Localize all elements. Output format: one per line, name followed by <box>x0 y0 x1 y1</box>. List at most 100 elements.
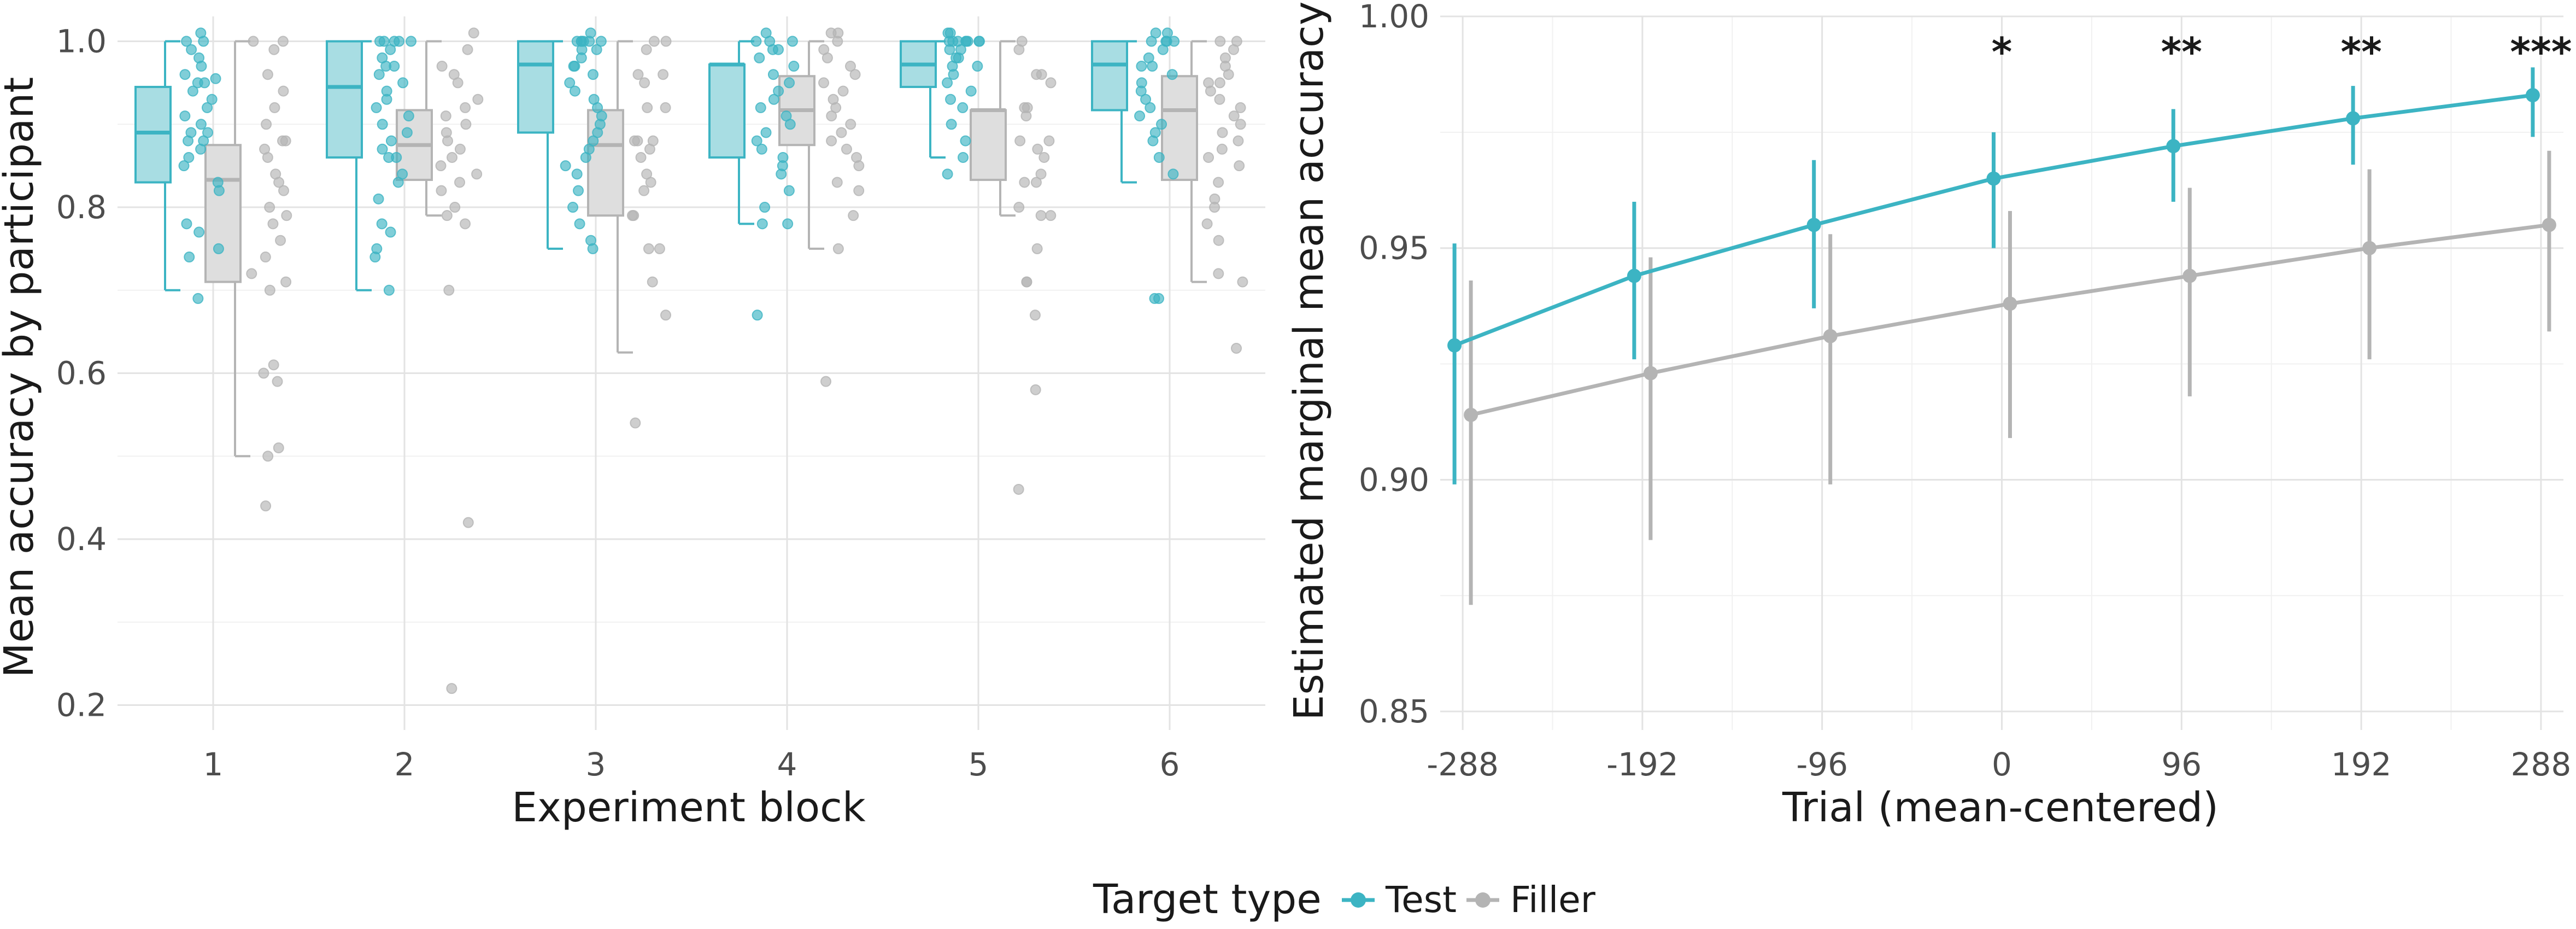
jitter-point-test <box>783 185 795 196</box>
jitter-point-test <box>782 218 794 230</box>
jitter-point-filler <box>1014 135 1026 147</box>
box-test-block-6 <box>1091 40 1137 184</box>
jitter-point-filler <box>1214 94 1225 105</box>
left-x-tick-label: 1 <box>203 746 224 783</box>
jitter-point-test <box>974 36 985 47</box>
box-iqr <box>326 40 363 159</box>
jitter-point-test <box>202 102 213 113</box>
jitter-point-filler <box>1030 384 1041 395</box>
jitter-point-filler <box>462 44 473 55</box>
right-y-tick-label: 0.90 <box>1359 461 1429 498</box>
jitter-point-filler <box>1223 69 1234 80</box>
jitter-point-filler <box>1201 218 1213 230</box>
right-x-tick-label: 0 <box>1992 746 2012 783</box>
jitter-point-test <box>1140 94 1152 105</box>
jitter-point-filler <box>832 36 843 47</box>
jitter-point-test <box>588 69 599 80</box>
jitter-point-filler <box>1020 110 1032 122</box>
jitter-point-filler <box>1217 127 1228 138</box>
jitter-point-filler <box>1013 202 1025 213</box>
jitter-point-test <box>574 218 585 230</box>
left-boxes <box>134 40 1207 458</box>
jitter-point-filler <box>837 85 849 97</box>
box-iqr <box>587 109 624 217</box>
jitter-point-test <box>571 168 583 180</box>
jitter-point-filler <box>264 202 275 213</box>
jitter-point-test <box>193 226 205 238</box>
jitter-point-filler <box>825 27 837 39</box>
jitter-point-test <box>1147 61 1158 72</box>
jitter-point-filler <box>262 151 273 163</box>
right-x-axis-title: Trial (mean-centered) <box>1782 784 2219 831</box>
jitter-point-filler <box>1228 44 1240 55</box>
left-y-tick-label: 1.0 <box>56 23 107 60</box>
box-filler-block-5 <box>970 40 1016 217</box>
left-x-tick-label: 4 <box>777 746 797 783</box>
jitter-point-filler <box>1035 168 1047 180</box>
jitter-point-filler <box>845 119 856 130</box>
right-y-tick-label: 1.00 <box>1359 0 1429 35</box>
jitter-point-filler <box>848 210 859 221</box>
left-x-tick-label: 2 <box>395 746 415 783</box>
jitter-point-filler <box>452 77 463 89</box>
jitter-point-filler <box>818 77 830 89</box>
point-test <box>2166 139 2181 154</box>
jitter-point-filler <box>471 168 483 180</box>
right-x-tick-label: 96 <box>2161 746 2202 783</box>
jitter-point-test <box>181 36 192 47</box>
left-y-tick-label: 0.4 <box>56 521 107 558</box>
significance-marker: * <box>1992 29 2012 75</box>
jitter-point-test <box>1145 102 1156 113</box>
jitter-point-test <box>195 143 207 155</box>
jitter-point-test <box>192 293 204 304</box>
jitter-point-filler <box>632 69 644 80</box>
box-iqr <box>708 63 746 159</box>
jitter-point-filler <box>1031 69 1042 80</box>
jitter-point-filler <box>260 500 272 512</box>
jitter-point-test <box>760 127 772 138</box>
jitter-point-filler <box>832 243 844 254</box>
jitter-point-filler <box>826 110 837 122</box>
jitter-point-filler <box>269 102 280 113</box>
left-grid <box>118 16 1265 730</box>
jitter-point-filler <box>275 235 286 246</box>
jitter-point-test <box>587 243 598 254</box>
jitter-point-filler <box>258 367 269 379</box>
series-filler <box>1464 150 2556 605</box>
jitter-point-test <box>178 160 190 172</box>
jitter-point-test <box>768 94 779 105</box>
point-filler <box>2362 241 2377 255</box>
jitter-point-filler <box>1235 102 1246 113</box>
jitter-point-test <box>580 151 591 163</box>
left-y-tick-label: 0.8 <box>56 189 107 226</box>
box-filler-block-2 <box>396 40 442 217</box>
jitter-point-filler <box>1038 151 1050 163</box>
jitter-point-filler <box>821 52 833 63</box>
jitter-point-filler <box>1035 210 1047 221</box>
jitter-point-test <box>1135 85 1147 97</box>
jitter-point-test <box>1146 36 1157 47</box>
jitter-point-filler <box>1214 36 1226 47</box>
jitter-point-filler <box>660 36 672 47</box>
jitter-point-test <box>945 94 957 105</box>
jitter-point-test <box>385 226 396 238</box>
jitter-point-filler <box>248 36 259 47</box>
jitter-point-test <box>192 77 203 89</box>
jitter-point-test <box>1150 27 1161 39</box>
left-y-tick-label: 0.2 <box>56 686 107 723</box>
legend-filler-label: Filler <box>1510 879 1596 921</box>
left-x-axis-title: Experiment block <box>512 784 866 831</box>
jitter-point-test <box>750 36 762 47</box>
jitter-point-test <box>213 243 224 254</box>
jitter-point-test <box>373 193 384 205</box>
jitter-point-test <box>1157 44 1169 55</box>
jitter-point-test <box>784 77 795 89</box>
box-filler-block-3 <box>587 40 633 354</box>
right-x-tick-label: -288 <box>1427 746 1499 783</box>
jitter-point-filler <box>435 160 447 172</box>
jitter-point-test <box>377 119 388 130</box>
jitter-point-filler <box>278 85 289 97</box>
jitter-point-filler <box>273 442 284 454</box>
jitter-point-test <box>756 143 767 155</box>
jitter-point-filler <box>641 44 652 55</box>
